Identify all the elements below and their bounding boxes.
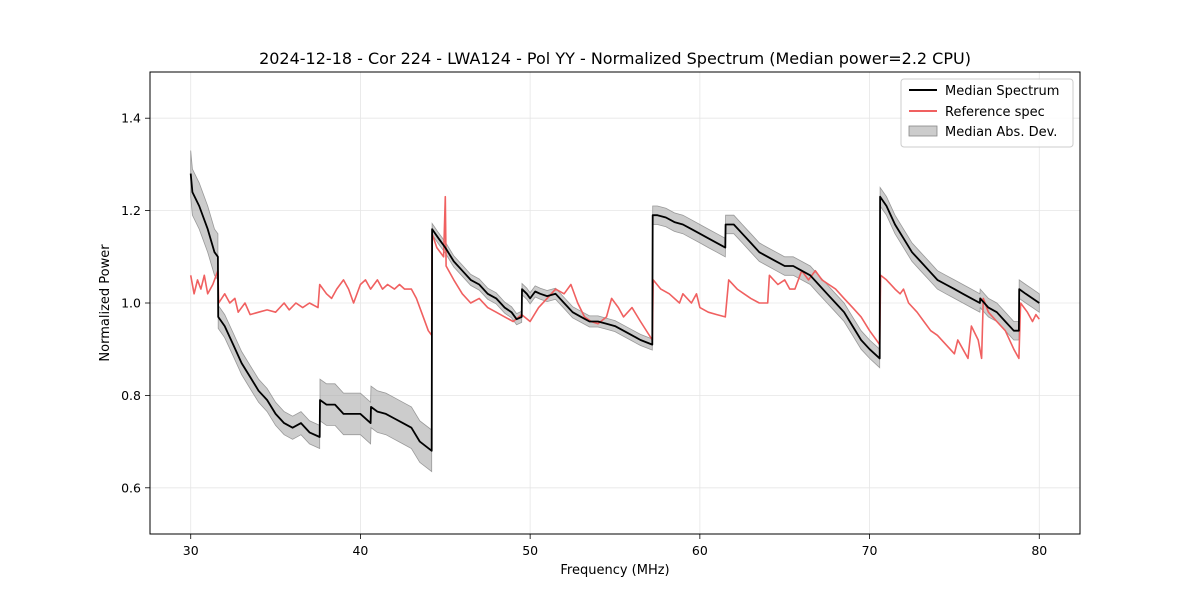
mad-band-segment [879, 186, 1040, 341]
x-tick-label: 70 [862, 543, 878, 558]
legend-label-reference: Reference spec [945, 105, 1045, 120]
x-axis-ticks: 30 40 50 60 70 80 [183, 534, 1047, 558]
mad-band-segment [217, 304, 321, 450]
chart-title: 2024-12-18 - Cor 224 - LWA124 - Pol YY -… [259, 49, 971, 68]
y-tick-label: 1.2 [121, 203, 141, 218]
y-tick-label: 1.0 [121, 296, 141, 311]
y-tick-label: 0.8 [121, 388, 141, 403]
x-tick-label: 40 [352, 543, 368, 558]
x-tick-label: 80 [1031, 543, 1047, 558]
x-tick-label: 30 [183, 543, 199, 558]
x-tick-label: 50 [522, 543, 538, 558]
y-tick-label: 1.4 [121, 111, 141, 126]
mad-band-segment [431, 222, 653, 351]
y-tick-label: 0.6 [121, 480, 141, 495]
mad-band-segment [319, 378, 433, 473]
mad-band-group [190, 150, 1040, 473]
legend-swatch-mad [908, 125, 938, 137]
x-tick-label: 60 [692, 543, 708, 558]
legend-box [900, 78, 1074, 148]
y-axis-ticks: 0.6 0.8 1.0 1.2 1.4 [121, 111, 150, 495]
mad-band-segment [652, 205, 881, 369]
series-lines [189, 173, 1040, 452]
y-axis-label: Normalized Power [98, 244, 113, 362]
reference-spectrum-line [189, 195, 1040, 360]
x-axis-label: Frequency (MHz) [560, 563, 669, 578]
mad-band-segment [190, 150, 219, 282]
median-spectrum-line [189, 173, 1040, 452]
legend: Median Spectrum Reference spec Median Ab… [900, 78, 1074, 148]
legend-label-median: Median Spectrum [945, 84, 1059, 99]
legend-label-mad: Median Abs. Dev. [945, 125, 1057, 140]
